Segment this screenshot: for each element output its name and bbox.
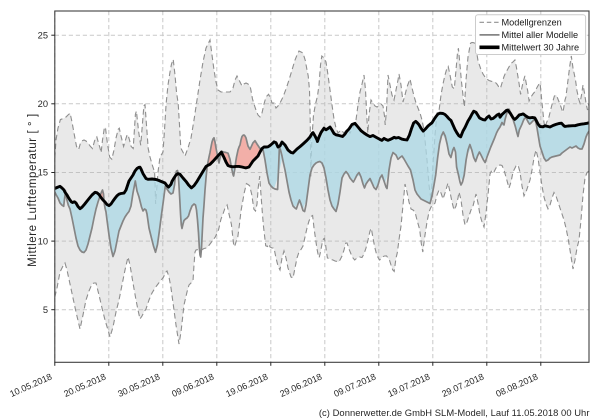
svg-text:15: 15 (38, 168, 48, 178)
svg-text:(c) Donnerwetter.de GmbH SLM-M: (c) Donnerwetter.de GmbH SLM-Modell, Lau… (319, 407, 590, 418)
svg-text:Mittelwert 30 Jahre: Mittelwert 30 Jahre (502, 43, 580, 53)
svg-text:25: 25 (38, 30, 48, 40)
svg-text:20: 20 (38, 99, 48, 109)
svg-text:10: 10 (38, 236, 48, 246)
svg-text:Mittel aller Modelle: Mittel aller Modelle (502, 30, 579, 40)
svg-text:Modellgrenzen: Modellgrenzen (502, 18, 562, 28)
svg-text:5: 5 (43, 305, 48, 315)
svg-text:Mittlere Lufttemperatur [ ° ]: Mittlere Lufttemperatur [ ° ] (27, 113, 39, 267)
